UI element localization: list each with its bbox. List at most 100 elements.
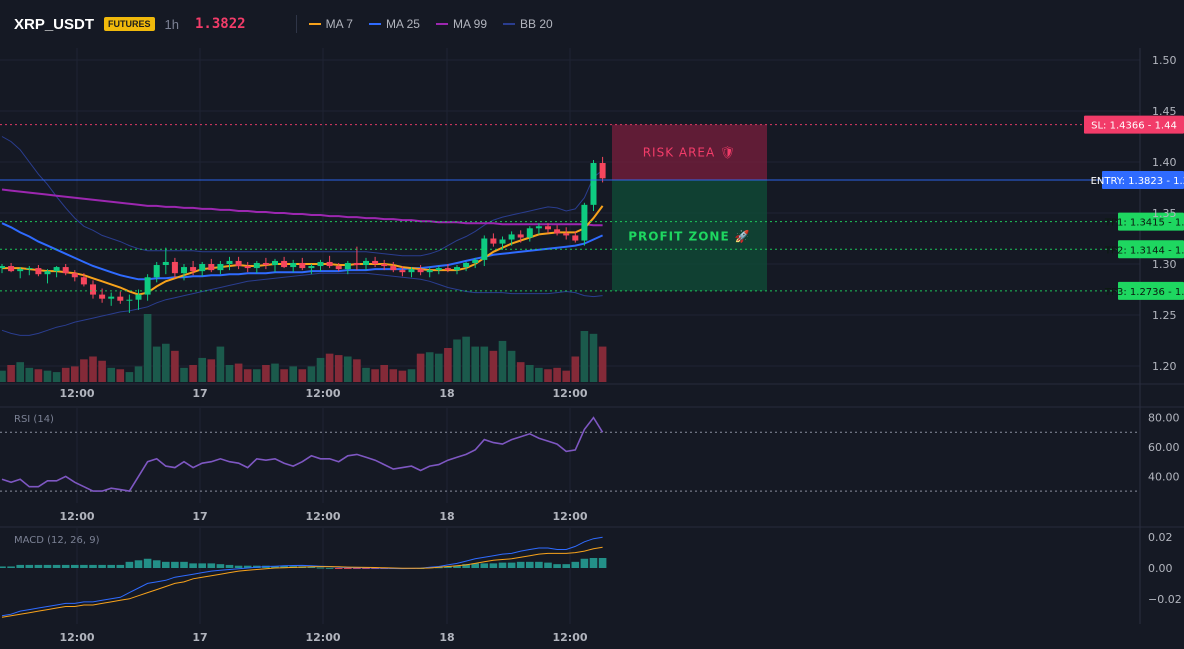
tp3-label: TP3: 1.2736 - 1.27 [1104, 287, 1184, 298]
tp2-label: TP2: 1.3144 - 1.31 [1104, 245, 1184, 256]
bb-upper-line [1, 136, 603, 257]
rsi-title: RSI (14) [14, 414, 54, 425]
macd-histogram-bar [444, 566, 452, 568]
candle-body [290, 262, 297, 268]
candle-body [408, 269, 415, 273]
tp3-tag [1118, 281, 1184, 300]
macd-histogram-bar [52, 564, 61, 568]
volume-bar [234, 363, 243, 382]
volume-bar [435, 353, 443, 382]
candle-body [162, 261, 169, 266]
price-tick-label: 1.50 [1152, 54, 1177, 67]
volume-bar [52, 372, 61, 382]
profit-zone-label: PROFIT ZONE 🚀 [628, 230, 751, 244]
symbol-name[interactable]: XRP_USDT [14, 15, 95, 33]
volume-bar [16, 362, 24, 382]
candle-body [26, 268, 33, 270]
price-tick-label: 1.45 [1152, 105, 1177, 118]
macd-histogram-bar [435, 567, 443, 569]
volume-bar [152, 346, 161, 382]
volume-bar [98, 360, 106, 382]
candle-body [272, 260, 278, 266]
candle-body [353, 262, 360, 266]
trade-levels: SL: 1.4366 - 1.44 ENTRY: 1.3823 - 1.38 TP1… [0, 115, 1184, 300]
price-tick-label: 1.30 [1152, 258, 1177, 271]
candle-body [526, 228, 533, 238]
candle-body [581, 204, 588, 241]
volume-bar [107, 367, 115, 382]
time-axis-macd-label: 12:00 [552, 631, 587, 644]
candle-body [317, 261, 324, 267]
candle-body [563, 233, 570, 236]
volume-bar [498, 340, 507, 382]
candle-body [426, 270, 433, 273]
time-axis-rsi-label: 12:00 [305, 510, 340, 523]
candle-body [535, 226, 542, 229]
legend-ma7[interactable]: MA 7 [308, 17, 353, 31]
macd-histogram-bar [325, 567, 334, 569]
time-axis-macd-label: 17 [192, 631, 207, 644]
macd-histogram-bar [0, 566, 6, 568]
macd-histogram-bar [507, 562, 516, 568]
candle-body [590, 163, 597, 205]
volume-bar [71, 366, 79, 382]
volume-bar [471, 346, 479, 382]
volume-bar [544, 369, 552, 382]
macd-histogram-bar [598, 557, 607, 568]
volume-bar [307, 366, 316, 382]
macd-histogram-bar [498, 562, 507, 568]
candle-body [199, 264, 206, 272]
trade-zones: RISK AREA 🛡 PROFIT ZONE 🚀 [612, 124, 767, 291]
candle-body [90, 284, 96, 295]
timeframe-label[interactable]: 1h [164, 16, 179, 32]
volume-bar [580, 331, 589, 382]
volume-bar [0, 370, 6, 382]
macd-histogram-bar [562, 564, 570, 568]
volume-bar [80, 359, 88, 382]
legend-bb20[interactable]: BB 20 [503, 17, 553, 31]
profit-zone [612, 180, 767, 291]
legend-ma25[interactable]: MA 25 [368, 17, 420, 31]
candle-body [545, 226, 551, 230]
indicator-legend: MA 7 MA 25 MA 99 BB 20 [308, 17, 569, 31]
macd-histogram-bar [344, 568, 352, 569]
candle-body [144, 277, 151, 295]
candle-body [490, 238, 497, 244]
candle-body [599, 163, 606, 179]
candle-body [190, 267, 197, 272]
volume-bar [425, 352, 434, 382]
risk-area-zone [612, 124, 767, 181]
macd-histogram-bar [25, 564, 34, 568]
candle-body [381, 264, 388, 267]
candle-body [8, 266, 15, 272]
candlesticks [0, 156, 606, 313]
candle-body [135, 294, 142, 300]
candle-body [171, 261, 178, 274]
current-price: 1.3822 [195, 16, 246, 32]
volume-bar [34, 369, 43, 382]
volume-bar [171, 350, 179, 382]
candle-body [554, 229, 561, 234]
candle-body [572, 235, 579, 241]
volume-bar [562, 370, 570, 382]
macd-tick-label: −0.02 [1148, 593, 1182, 606]
volume-bar [143, 314, 152, 382]
macd-histogram-bar [89, 564, 97, 568]
candle-body [153, 265, 160, 278]
volume-bar [289, 366, 297, 382]
candle-body [17, 269, 24, 272]
volume-bar [598, 346, 607, 382]
candle-body [0, 266, 5, 269]
macd-histogram-bar [544, 562, 552, 568]
volume-bar [316, 357, 325, 382]
macd-histogram-bar [589, 557, 598, 568]
macd-histogram-bar [225, 564, 234, 568]
legend-ma99[interactable]: MA 99 [435, 17, 487, 31]
macd-histogram-bar [362, 568, 370, 569]
volume-bar [444, 348, 452, 382]
macd-histogram-bar [453, 565, 461, 568]
volume-bar [416, 353, 425, 382]
volume-bar [89, 356, 97, 382]
macd-histogram-bar [489, 563, 498, 568]
